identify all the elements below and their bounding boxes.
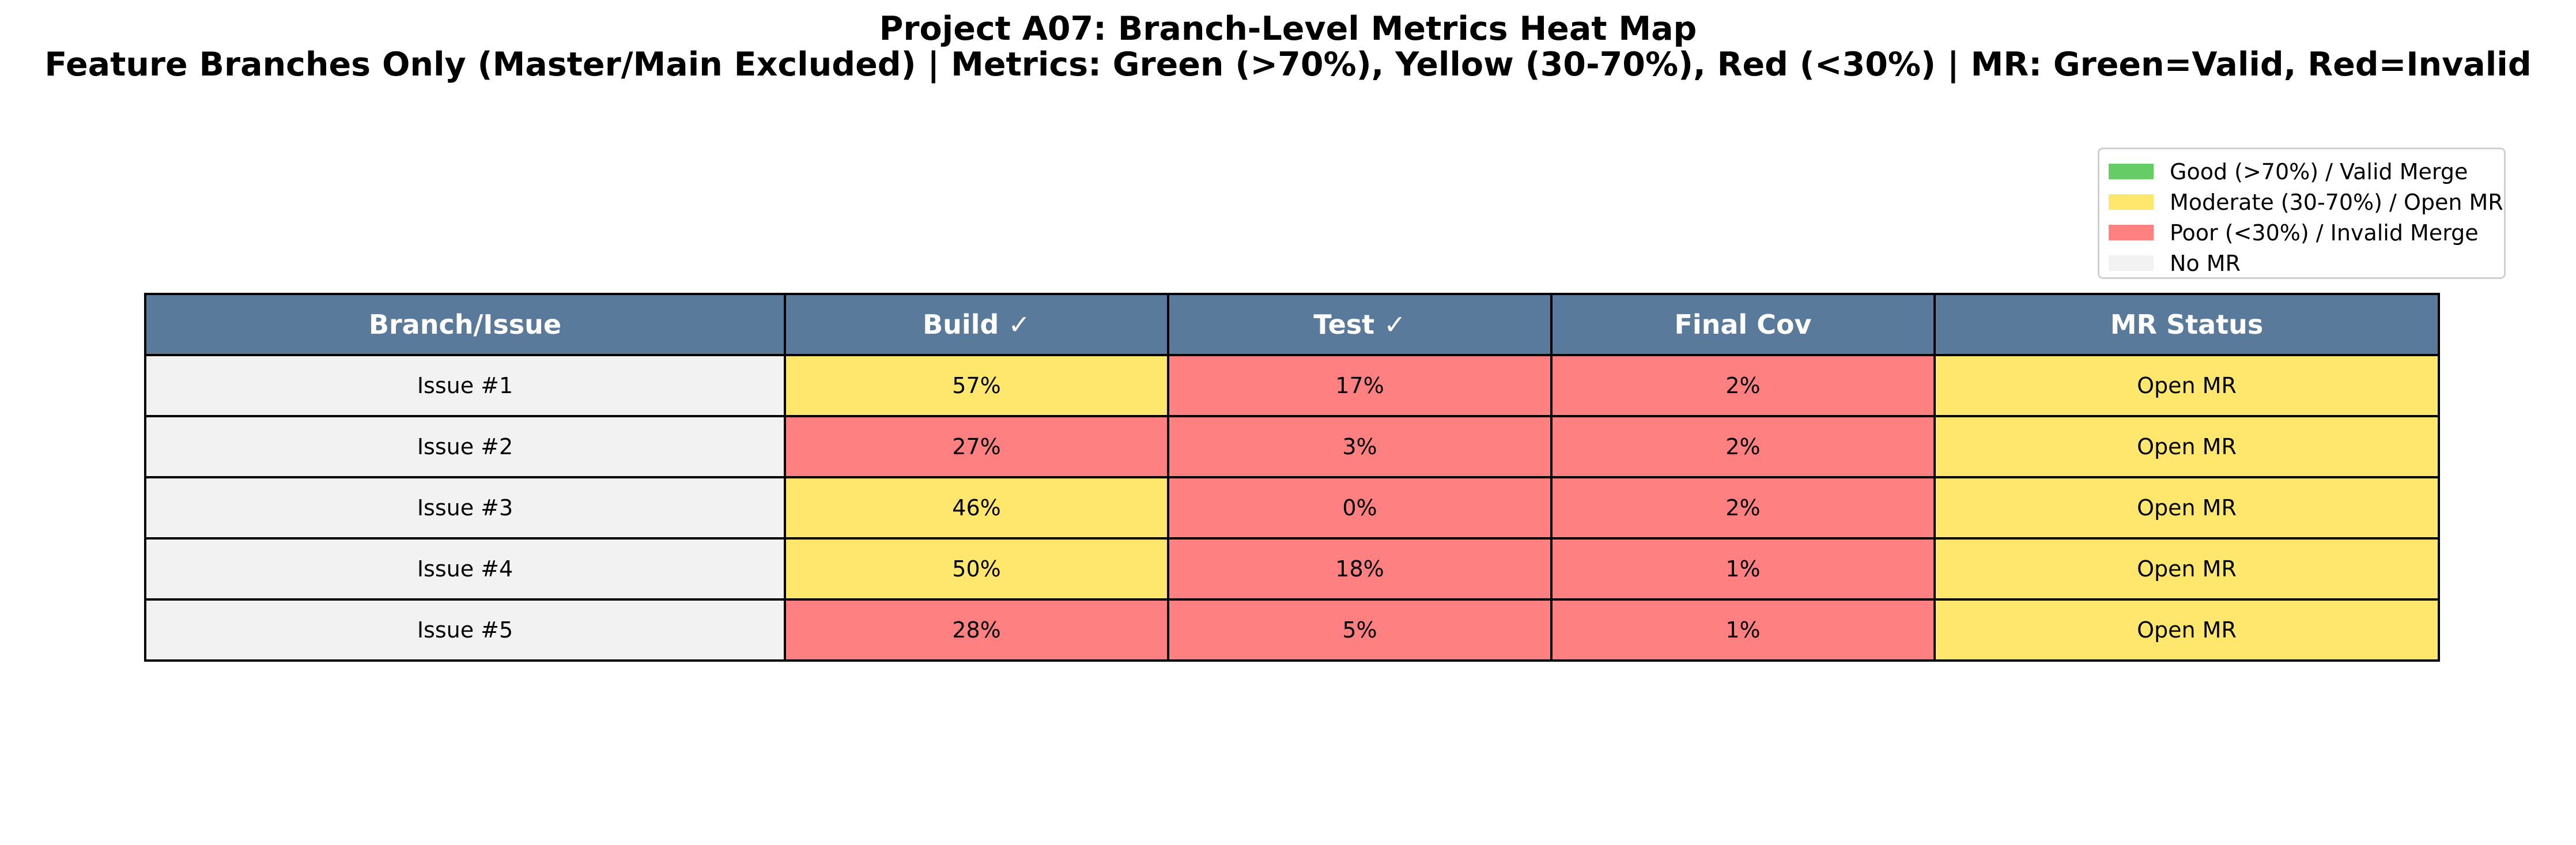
cell-branch: Issue #3 — [144, 476, 786, 540]
cell-mr-status: Open MR — [1933, 415, 2440, 478]
legend-label-no-mr: No MR — [2170, 250, 2241, 276]
table-header-row: Branch/Issue Build ✓ Test ✓ Final Cov MR… — [144, 293, 2440, 356]
cell-test: 3% — [1167, 415, 1553, 478]
chart-title: Project A07: Branch-Level Metrics Heat M… — [879, 10, 1697, 48]
cell-branch: Issue #5 — [144, 598, 786, 662]
legend-swatch-good — [2109, 164, 2154, 179]
cell-test: 0% — [1167, 476, 1553, 540]
legend-label-poor: Poor (<30%) / Invalid Merge — [2170, 220, 2479, 246]
table-row: Issue #5 28% 5% 1% Open MR — [144, 598, 2440, 662]
cell-test: 5% — [1167, 598, 1553, 662]
legend-item-moderate: Moderate (30-70%) / Open MR — [2099, 187, 2504, 217]
heat-map-table: Branch/Issue Build ✓ Test ✓ Final Cov MR… — [144, 293, 2440, 662]
cell-final-cov: 1% — [1550, 598, 1936, 662]
legend: Good (>70%) / Valid Merge Moderate (30-7… — [2098, 148, 2506, 279]
cell-final-cov: 2% — [1550, 354, 1936, 417]
table-row: Issue #1 57% 17% 2% Open MR — [144, 354, 2440, 417]
legend-swatch-no-mr — [2109, 255, 2154, 271]
table-row: Issue #4 50% 18% 1% Open MR — [144, 537, 2440, 601]
legend-item-poor: Poor (<30%) / Invalid Merge — [2099, 217, 2504, 248]
legend-label-moderate: Moderate (30-70%) / Open MR — [2170, 189, 2503, 215]
cell-final-cov: 2% — [1550, 415, 1936, 478]
header-mr-status: MR Status — [1933, 293, 2440, 356]
table-body: Issue #1 57% 17% 2% Open MR Issue #2 27% 3% 2% Op… — [144, 354, 2440, 662]
cell-mr-status: Open MR — [1933, 354, 2440, 417]
cell-final-cov: 2% — [1550, 476, 1936, 540]
legend-label-good: Good (>70%) / Valid Merge — [2170, 159, 2468, 184]
legend-swatch-poor — [2109, 225, 2154, 240]
cell-branch: Issue #1 — [144, 354, 786, 417]
legend-item-no-mr: No MR — [2099, 248, 2504, 278]
legend-item-good: Good (>70%) / Valid Merge — [2099, 156, 2504, 187]
cell-build: 57% — [784, 354, 1169, 417]
header-final-cov: Final Cov — [1550, 293, 1936, 356]
cell-test: 17% — [1167, 354, 1553, 417]
cell-final-cov: 1% — [1550, 537, 1936, 601]
cell-build: 50% — [784, 537, 1169, 601]
cell-mr-status: Open MR — [1933, 476, 2440, 540]
table-row: Issue #2 27% 3% 2% Open MR — [144, 415, 2440, 478]
cell-branch: Issue #2 — [144, 415, 786, 478]
table-row: Issue #3 46% 0% 2% Open MR — [144, 476, 2440, 540]
chart-subtitle: Feature Branches Only (Master/Main Exclu… — [44, 46, 2532, 84]
cell-test: 18% — [1167, 537, 1553, 601]
cell-build: 27% — [784, 415, 1169, 478]
header-build: Build ✓ — [784, 293, 1169, 356]
cell-branch: Issue #4 — [144, 537, 786, 601]
cell-mr-status: Open MR — [1933, 537, 2440, 601]
cell-mr-status: Open MR — [1933, 598, 2440, 662]
legend-swatch-moderate — [2109, 194, 2154, 210]
cell-build: 28% — [784, 598, 1169, 662]
header-branch-issue: Branch/Issue — [144, 293, 786, 356]
header-test: Test ✓ — [1167, 293, 1553, 356]
cell-build: 46% — [784, 476, 1169, 540]
